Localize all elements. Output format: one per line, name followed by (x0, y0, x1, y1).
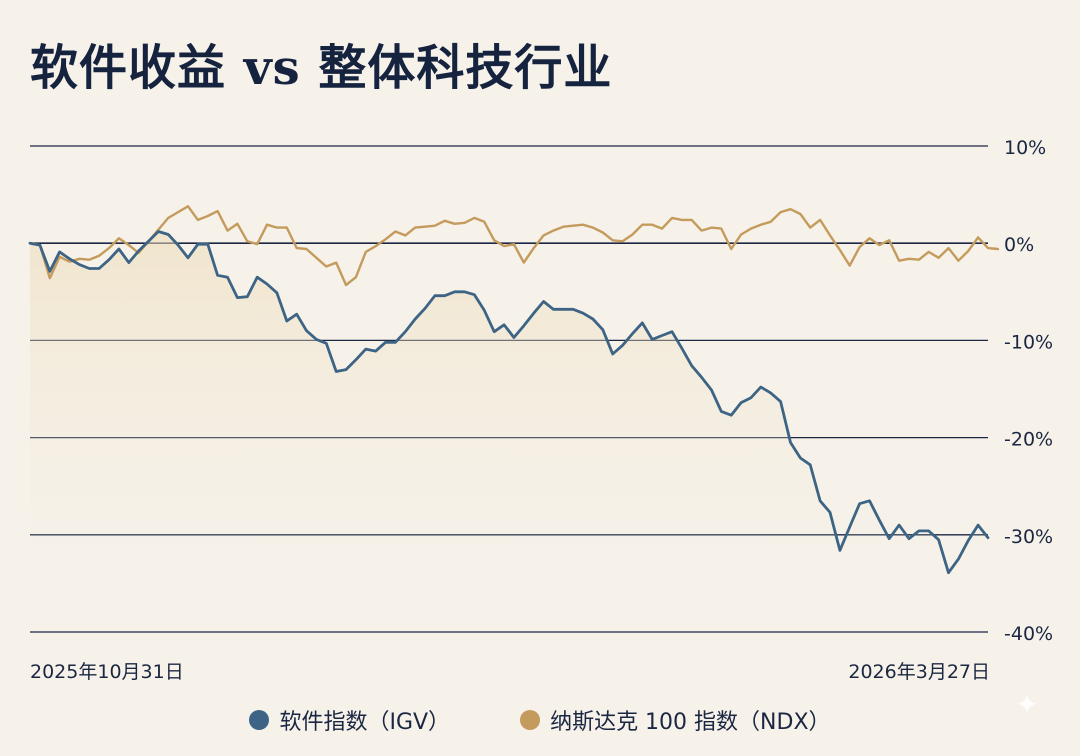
sparkle-icon: ✦ (1015, 688, 1039, 721)
ndx-line (28, 205, 1000, 287)
chart-title: 软件收益 vs 整体科技行业 (30, 40, 613, 96)
legend-item-ndx: 纳斯达克 100 指数（NDX） (520, 704, 831, 736)
legend: 软件指数（IGV） 纳斯达克 100 指数（NDX） (0, 704, 1080, 736)
y-tick-label-3: -20% (1004, 429, 1053, 451)
legend-item-igv: 软件指数（IGV） (249, 704, 450, 736)
y-tick-label-2: -10% (1004, 331, 1053, 353)
legend-label-ndx: 纳斯达克 100 指数（NDX） (550, 710, 831, 735)
igv-line (28, 230, 990, 575)
x-start-label: 2025年10月31日 (30, 661, 184, 683)
y-tick-label-5: -40% (1004, 623, 1053, 645)
y-tick-label-0: 10% (1004, 137, 1046, 159)
legend-swatch-ndx (520, 710, 541, 730)
y-tick-label-4: -30% (1004, 526, 1053, 548)
legend-swatch-igv (249, 710, 270, 730)
y-tick-label-1: 0% (1004, 234, 1034, 256)
x-end-label: 2026年3月27日 (848, 661, 990, 683)
legend-label-igv: 软件指数（IGV） (279, 710, 451, 735)
igv-area-fill (30, 231, 988, 632)
